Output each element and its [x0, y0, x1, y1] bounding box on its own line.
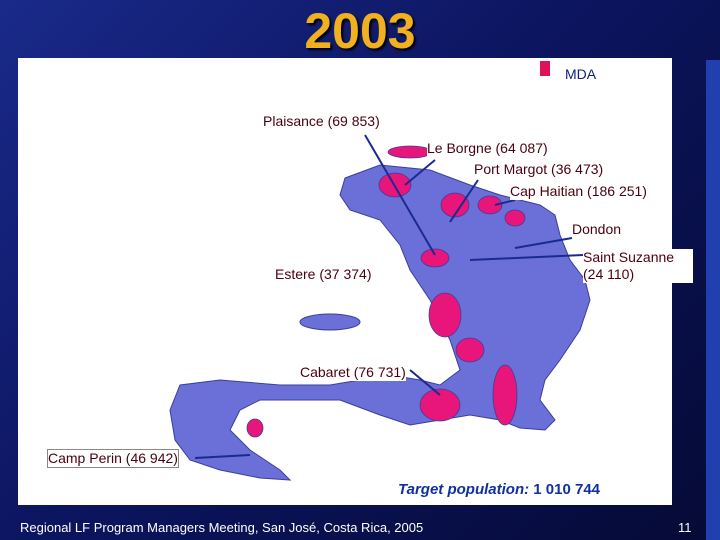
mda-area [455, 337, 485, 363]
target-population: Target population: 1 010 744 [398, 481, 600, 498]
target-label: Target population: [398, 481, 530, 498]
slide-title: 2003 [304, 3, 416, 59]
side-bar [706, 60, 720, 540]
footer-text: Regional LF Program Managers Meeting, Sa… [20, 520, 424, 535]
target-value: 1 010 744 [533, 481, 601, 498]
legend-label: MDA [565, 66, 597, 82]
pointer [469, 254, 584, 261]
mda-area [492, 364, 518, 426]
pointer [494, 199, 516, 206]
mda-area [387, 145, 433, 159]
pointer-lines [194, 134, 584, 459]
map-label: Camp Perin (46 942) [47, 449, 179, 468]
map-label: Dondon [572, 221, 622, 238]
page-number: 11 [678, 520, 692, 535]
country-shape [169, 164, 591, 481]
mda-area [477, 195, 503, 215]
map-label: Cap Haitian (186 251) [510, 183, 647, 200]
pointer [514, 237, 573, 249]
mda-area [504, 209, 526, 227]
pointer [194, 454, 251, 459]
mda-area [246, 418, 264, 438]
pointer [404, 159, 436, 186]
map-label: Port Margot (36 473) [474, 161, 604, 178]
mda-area [440, 192, 470, 218]
legend-swatch [540, 61, 550, 76]
mda-area [420, 248, 450, 268]
map-label: Saint Suzanne (24 110) [583, 249, 693, 283]
pointer [409, 369, 441, 396]
map-label: Estere (37 374) [275, 266, 372, 283]
map-label: Le Borgne (64 087) [427, 140, 548, 157]
map-label: Cabaret (76 731) [300, 364, 406, 381]
map-label: Plaisance (69 853) [263, 113, 380, 130]
pointer [449, 179, 479, 223]
island [299, 313, 361, 331]
mda-area [428, 292, 462, 338]
mda-area [419, 388, 461, 422]
pointer [364, 134, 436, 256]
